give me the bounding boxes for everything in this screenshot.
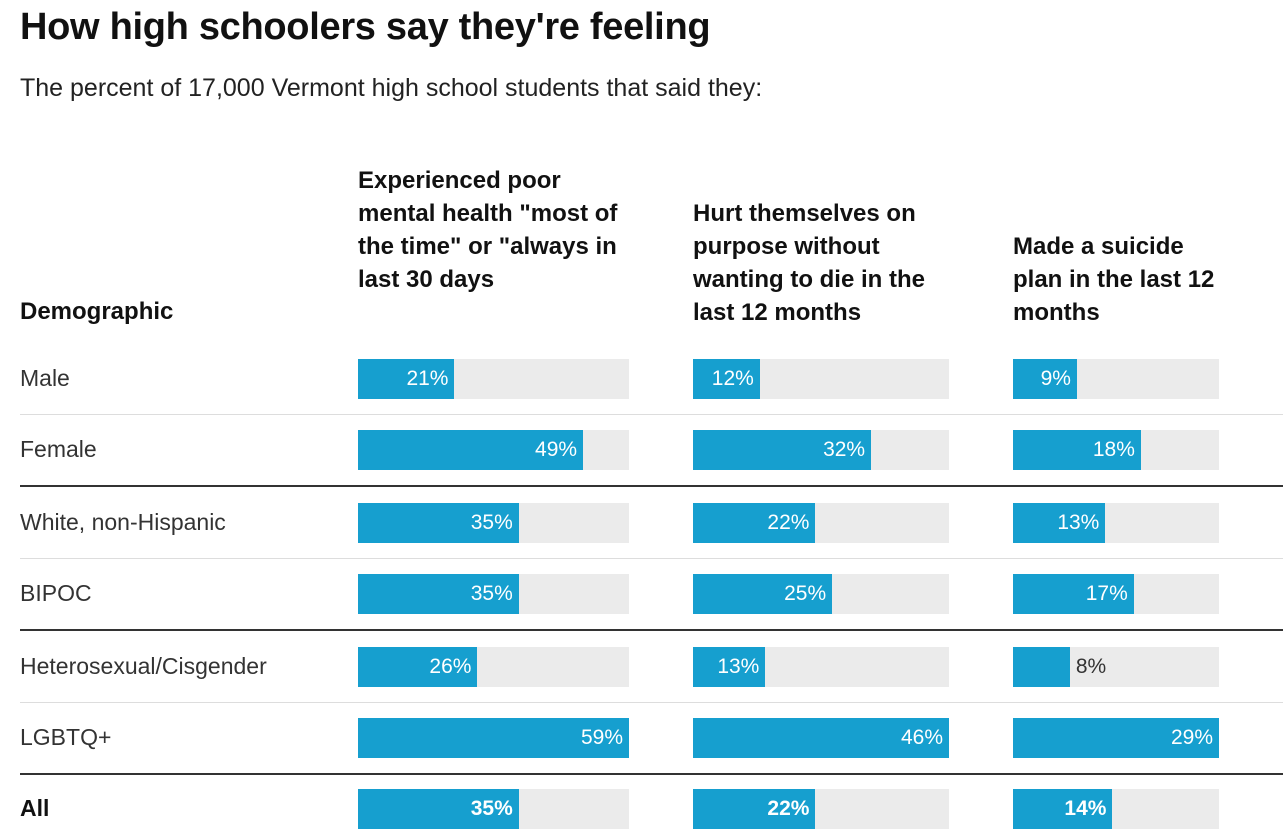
group-divider (20, 629, 1283, 631)
data-label: 8% (1075, 655, 1107, 678)
bar-track: 22% (693, 503, 949, 543)
bar-track: 13% (693, 647, 949, 687)
bar-track: 46% (693, 718, 949, 758)
chart-subtitle: The percent of 17,000 Vermont high schoo… (20, 74, 763, 102)
data-label: 32% (823, 438, 866, 461)
column-header-self-harm: Hurt themselves on purpose without wanti… (693, 200, 925, 326)
row-label: LGBTQ+ (20, 724, 112, 750)
bar (358, 503, 519, 543)
data-label: 46% (900, 726, 943, 749)
group-divider (20, 773, 1283, 775)
bar-track: 25% (693, 574, 949, 614)
data-label: 26% (429, 655, 472, 678)
data-label: 12% (711, 367, 754, 390)
bar-track: 35% (358, 789, 629, 829)
bar (1013, 647, 1070, 687)
row-label: Male (20, 365, 70, 391)
data-label: 9% (1040, 367, 1071, 390)
column-header-suicide-plan: Made a suicide plan in the last 12 month… (1013, 233, 1215, 326)
data-label: 18% (1092, 438, 1135, 461)
bar (1013, 789, 1113, 829)
bar-track: 9% (1013, 359, 1219, 399)
bar-track: 18% (1013, 430, 1219, 470)
bar (693, 503, 816, 543)
bar-track: 13% (1013, 503, 1219, 543)
bar (1013, 718, 1219, 758)
bar-track: 14% (1013, 789, 1219, 829)
data-label: 59% (580, 726, 623, 749)
bar (1013, 430, 1141, 470)
bar (358, 647, 478, 687)
bar (693, 647, 766, 687)
data-label: 13% (717, 655, 760, 678)
row-label: Heterosexual/Cisgender (20, 653, 267, 679)
data-label: 17% (1085, 582, 1128, 605)
bar-track: 22% (693, 789, 949, 829)
row-divider (20, 414, 1283, 415)
bar (1013, 503, 1106, 543)
data-label: 35% (470, 797, 513, 820)
bar-track: 26% (358, 647, 629, 687)
data-label: 22% (767, 511, 810, 534)
row-divider (20, 702, 1283, 703)
bar-track: 12% (693, 359, 949, 399)
bar-track: 35% (358, 574, 629, 614)
row-label: Female (20, 436, 97, 462)
bar (358, 789, 519, 829)
bar-track: 59% (358, 718, 629, 758)
data-label: 49% (535, 438, 578, 461)
row-header-demographic: Demographic (20, 298, 174, 325)
group-divider (20, 485, 1283, 487)
data-label: 35% (470, 582, 513, 605)
bar (693, 359, 760, 399)
row-label: BIPOC (20, 580, 92, 606)
bar (693, 718, 949, 758)
bar (1013, 574, 1134, 614)
bar-track: 17% (1013, 574, 1219, 614)
data-label: 35% (470, 511, 513, 534)
bar-track: 35% (358, 503, 629, 543)
bar-track: 32% (693, 430, 949, 470)
bar-track: 8% (1013, 647, 1219, 687)
bar (358, 430, 584, 470)
data-label: 21% (406, 367, 449, 390)
bar (693, 789, 816, 829)
row-label: White, non-Hispanic (20, 509, 226, 535)
bar (358, 574, 519, 614)
chart-title: How high schoolers say they're feeling (20, 6, 711, 48)
bar-track: 21% (358, 359, 629, 399)
data-label: 22% (767, 797, 810, 820)
bar (1013, 359, 1077, 399)
column-header-poor-mental-health: Experienced poor mental health "most of … (358, 167, 618, 293)
bar-track: 49% (358, 430, 629, 470)
data-label: 25% (784, 582, 827, 605)
bar (693, 430, 872, 470)
data-label: 13% (1057, 511, 1100, 534)
bar-track: 29% (1013, 718, 1219, 758)
data-label: 29% (1170, 726, 1213, 749)
row-divider (20, 558, 1283, 559)
data-label: 14% (1064, 797, 1107, 820)
row-label: All (20, 795, 50, 821)
bar (358, 718, 629, 758)
bar (693, 574, 833, 614)
bar (358, 359, 455, 399)
